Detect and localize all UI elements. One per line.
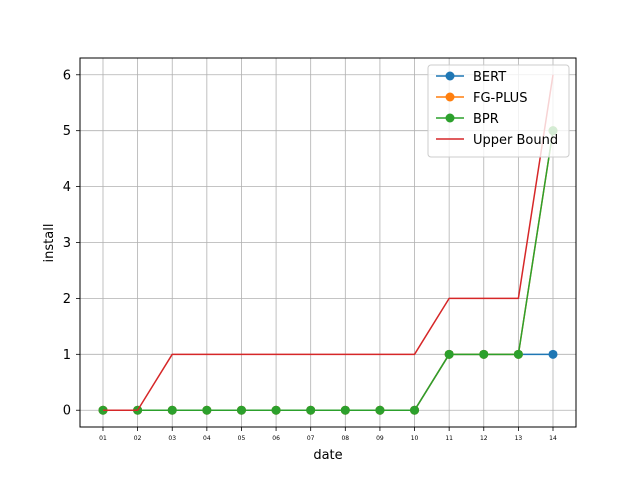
legend-marker-fg-plus	[445, 92, 455, 102]
x-tick-label: 01	[99, 435, 107, 442]
y-axis-label: install	[42, 224, 57, 263]
data-point-bpr	[271, 405, 281, 415]
legend-label-bpr: BPR	[473, 112, 499, 127]
y-tick-label: 5	[63, 124, 71, 139]
x-axis: 01 02 03 04 05 06 07 08 09 10 11 12 13 14	[99, 427, 557, 442]
x-tick-label: 05	[238, 435, 246, 442]
y-tick-label: 3	[63, 236, 71, 251]
data-point-bpr	[306, 405, 316, 415]
data-point-bpr	[340, 405, 350, 415]
x-tick-label: 07	[307, 435, 315, 442]
legend-label-bert: BERT	[473, 70, 506, 85]
data-point-bpr	[375, 405, 385, 415]
x-tick-label: 14	[549, 435, 557, 442]
x-tick-label: 02	[134, 435, 142, 442]
series-line-bpr	[103, 130, 554, 411]
y-axis: 0 1 2 3 4 5 6	[63, 68, 80, 419]
data-point-bpr	[513, 349, 523, 359]
x-tick-label: 12	[480, 435, 488, 442]
y-tick-label: 6	[63, 68, 71, 83]
data-point-bert	[548, 349, 558, 359]
x-tick-label: 11	[445, 435, 453, 442]
data-point-bpr	[479, 349, 489, 359]
data-point-bpr	[202, 405, 212, 415]
x-tick-label: 08	[341, 435, 349, 442]
data-point-bpr	[167, 405, 177, 415]
x-axis-label: date	[313, 448, 342, 463]
x-tick-label: 06	[272, 435, 280, 442]
legend-marker-bert	[445, 71, 455, 81]
legend-box	[427, 64, 570, 158]
series-group	[98, 74, 558, 415]
data-point-bpr	[444, 349, 454, 359]
x-tick-label: 03	[168, 435, 176, 442]
legend-marker-bpr	[445, 113, 455, 123]
x-tick-label: 10	[411, 435, 419, 442]
y-tick-label: 4	[63, 180, 71, 195]
legend: BERT FG-PLUS BPR Upper Bound	[427, 64, 570, 158]
x-tick-label: 04	[203, 435, 211, 442]
y-tick-label: 1	[63, 348, 71, 363]
x-tick-label: 09	[376, 435, 384, 442]
legend-label-upper-bound: Upper Bound	[473, 133, 558, 148]
y-tick-label: 2	[63, 292, 71, 307]
data-point-bpr	[410, 405, 420, 415]
series-line-upper-bound	[103, 74, 554, 411]
x-tick-label: 13	[515, 435, 523, 442]
y-tick-label: 0	[63, 404, 71, 419]
legend-label-fg-plus: FG-PLUS	[473, 91, 527, 106]
data-point-bpr	[236, 405, 246, 415]
